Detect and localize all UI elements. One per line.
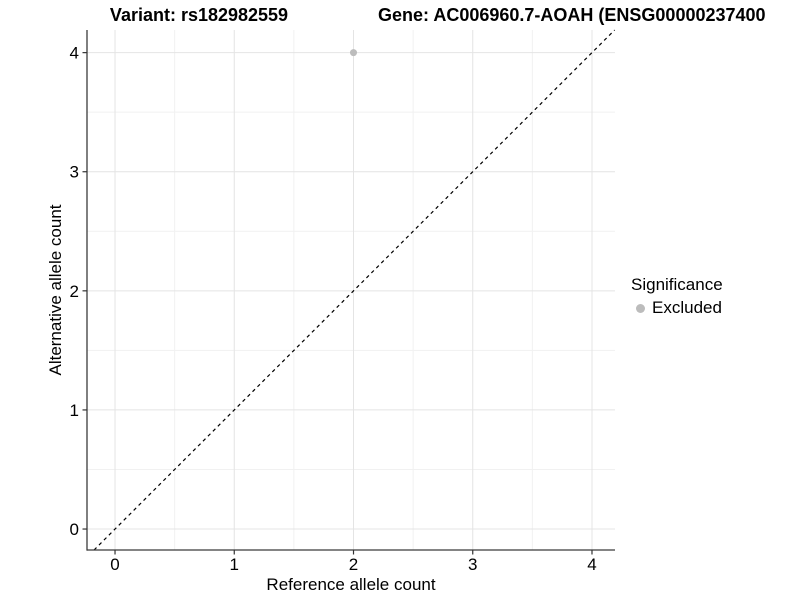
y-tick-label: 4 <box>70 44 79 63</box>
legend-title: Significance <box>631 275 723 294</box>
y-tick-label: 0 <box>70 520 79 539</box>
y-tick-label: 3 <box>70 163 79 182</box>
data-point <box>350 49 358 57</box>
x-tick-label: 3 <box>468 555 477 574</box>
x-tick-label: 1 <box>230 555 239 574</box>
legend-item-label: Excluded <box>652 298 722 317</box>
variant-title: Variant: rs182982559 <box>109 5 289 25</box>
x-tick-label: 0 <box>110 555 119 574</box>
x-tick-label: 2 <box>349 555 358 574</box>
legend-item-excluded: Excluded <box>631 298 723 318</box>
y-tick-label: 1 <box>70 401 79 420</box>
x-axis-title: Reference allele count <box>266 575 436 594</box>
gene-title: Gene: AC006960.7-AOAH (ENSG00000237400 <box>378 5 766 25</box>
y-axis-title: Alternative allele count <box>46 204 65 376</box>
y-tick-label: 2 <box>70 282 79 301</box>
legend: Significance Excluded <box>631 275 723 318</box>
identity-dashed-line <box>93 29 616 551</box>
excluded-point-icon <box>636 303 645 313</box>
x-tick-label: 4 <box>587 555 596 574</box>
